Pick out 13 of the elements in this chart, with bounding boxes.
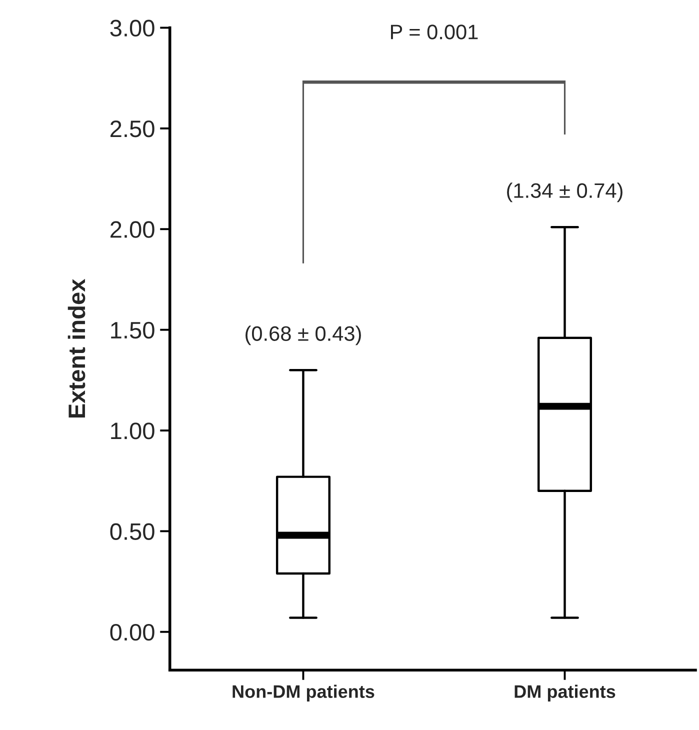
y-tick-label: 2.00 bbox=[110, 221, 154, 238]
y-tick-label: 0.00 bbox=[110, 624, 154, 641]
y-tick-label: 1.00 bbox=[111, 422, 154, 440]
y-tick-label: 0.50 bbox=[110, 523, 154, 540]
x-tick-label: DM patients bbox=[514, 684, 616, 702]
annotation: P = 0.001 bbox=[390, 24, 478, 40]
annotation: (1.34 ± 0.74) bbox=[507, 182, 622, 202]
y-tick-label: 1.50 bbox=[111, 322, 154, 339]
x-tick-label: Non-DM patients bbox=[232, 684, 374, 702]
y-axis-title: Extent index bbox=[68, 278, 86, 418]
y-tick-label: 2.50 bbox=[110, 120, 154, 138]
y-tick-label: 3.00 bbox=[110, 20, 154, 37]
annotation: (0.68 ± 0.43) bbox=[246, 326, 361, 346]
